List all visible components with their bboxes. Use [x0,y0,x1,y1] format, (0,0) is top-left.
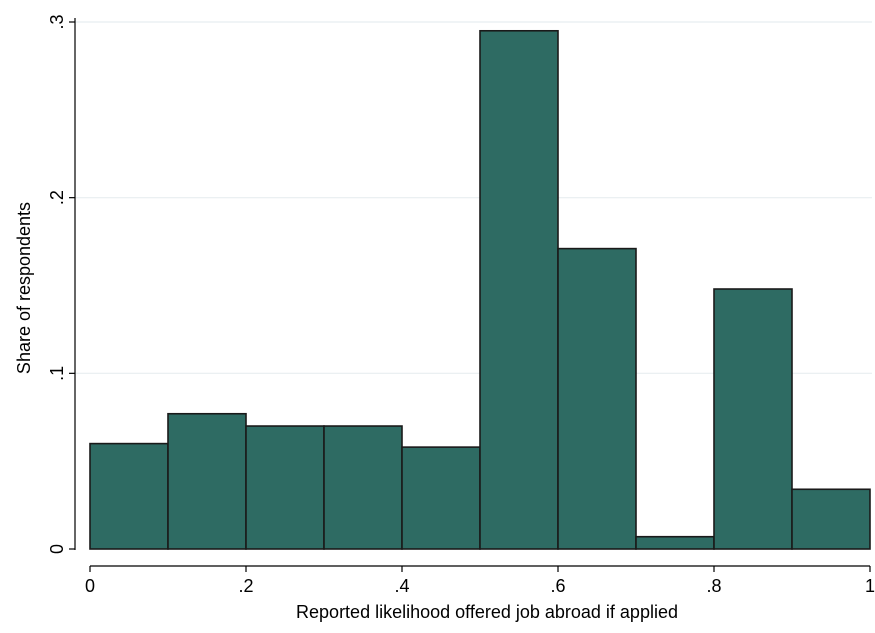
histogram-bar-7 [635,535,715,550]
histogram-bar-2 [245,425,325,550]
y-tick-label-1: .1 [47,366,67,381]
bars [89,29,871,550]
histogram-bar-5 [479,29,559,550]
histogram-bar-9 [791,488,871,550]
y-tick-label-3: .3 [47,14,67,29]
x-axis-title: Reported likelihood offered job abroad i… [296,602,678,622]
x-tick-label-2: .4 [394,576,409,596]
x-tick-label-3: .6 [550,576,565,596]
histogram-bar-6 [557,247,637,550]
x-tick-label-5: 1 [865,576,875,596]
y-tick-label-2: .2 [47,190,67,205]
histogram-bar-1 [167,412,247,550]
y-axis-title: Share of respondents [14,202,34,374]
histogram-bar-3 [323,425,403,550]
histogram-bar-0 [89,442,169,550]
x-tick-label-0: 0 [85,576,95,596]
histogram-bar-4 [401,446,481,550]
x-tick-label-4: .8 [706,576,721,596]
histogram-bar-8 [713,288,793,550]
axes: 0 .1 .2 .3 0 .2 .4 .6 .8 1 [47,14,875,596]
y-tick-label-0: 0 [47,544,67,554]
x-tick-label-1: .2 [238,576,253,596]
